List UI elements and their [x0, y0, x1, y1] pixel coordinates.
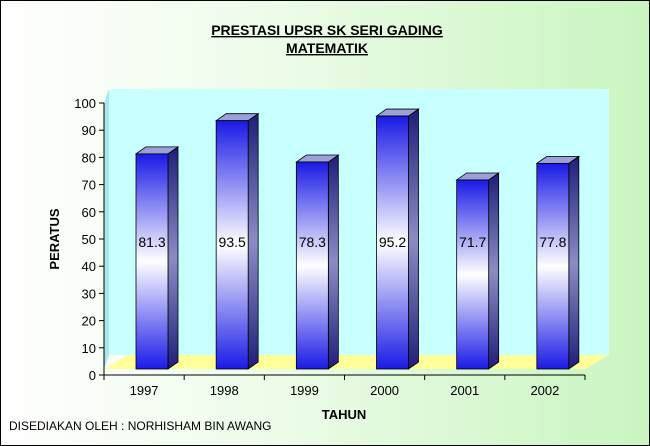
side-wall — [104, 89, 109, 369]
chart-title: PRESTASI UPSR SK SERI GADING — [211, 22, 443, 38]
bar-side — [327, 154, 339, 370]
y-tick-label: 100 — [74, 96, 96, 111]
x-tick-label: 2002 — [530, 383, 559, 398]
x-tick-label: 1998 — [210, 383, 239, 398]
x-tick-label: 2000 — [370, 383, 399, 398]
bar-side — [408, 108, 419, 370]
bar-side — [167, 146, 179, 370]
data-label: 81.3 — [138, 234, 165, 250]
bar-side — [247, 112, 259, 370]
y-tick-label: 50 — [82, 232, 96, 247]
bar — [135, 153, 169, 370]
y-tick-label: 10 — [82, 341, 96, 356]
bar — [295, 161, 329, 370]
x-axis-label: TAHUN — [322, 407, 367, 422]
data-label: 71.7 — [459, 234, 486, 250]
x-axis-ticks: 1997 1998 1999 2000 2001 2002 — [103, 375, 586, 398]
y-axis-label: PERATUS — [47, 208, 62, 269]
y-tick-label: 70 — [82, 178, 96, 193]
y-tick-label: 30 — [82, 286, 96, 301]
back-wall — [109, 89, 609, 355]
data-label: 78.3 — [299, 234, 326, 250]
bar — [215, 120, 249, 370]
data-label: 77.8 — [539, 234, 566, 250]
bar-side — [488, 172, 500, 370]
bar-side — [568, 155, 580, 370]
data-label: 93.5 — [219, 234, 246, 250]
bar — [376, 115, 409, 370]
x-tick-label: 1997 — [130, 383, 159, 398]
bar — [456, 179, 490, 370]
chart-subtitle: MATEMATIK — [286, 40, 368, 56]
y-tick-label: 80 — [82, 150, 96, 165]
bars: 81.3 93.5 78.3 95.2 71.7 77.8 — [134, 108, 581, 370]
data-label: 95.2 — [379, 234, 406, 250]
bar — [536, 162, 570, 370]
y-axis-ticks: 0 10 20 30 40 50 60 70 80 90 100 — [74, 96, 104, 383]
floor — [104, 355, 609, 369]
x-tick-label: 1999 — [290, 383, 319, 398]
y-tick-label: 20 — [82, 314, 96, 329]
y-tick-label: 90 — [82, 123, 96, 138]
y-tick-label: 60 — [82, 205, 96, 220]
y-tick-label: 0 — [89, 368, 96, 383]
footer-credit: DISEDIAKAN OLEH : NORHISHAM BIN AWANG — [9, 419, 272, 433]
y-tick-label: 40 — [82, 259, 96, 274]
x-tick-label: 2001 — [450, 383, 479, 398]
